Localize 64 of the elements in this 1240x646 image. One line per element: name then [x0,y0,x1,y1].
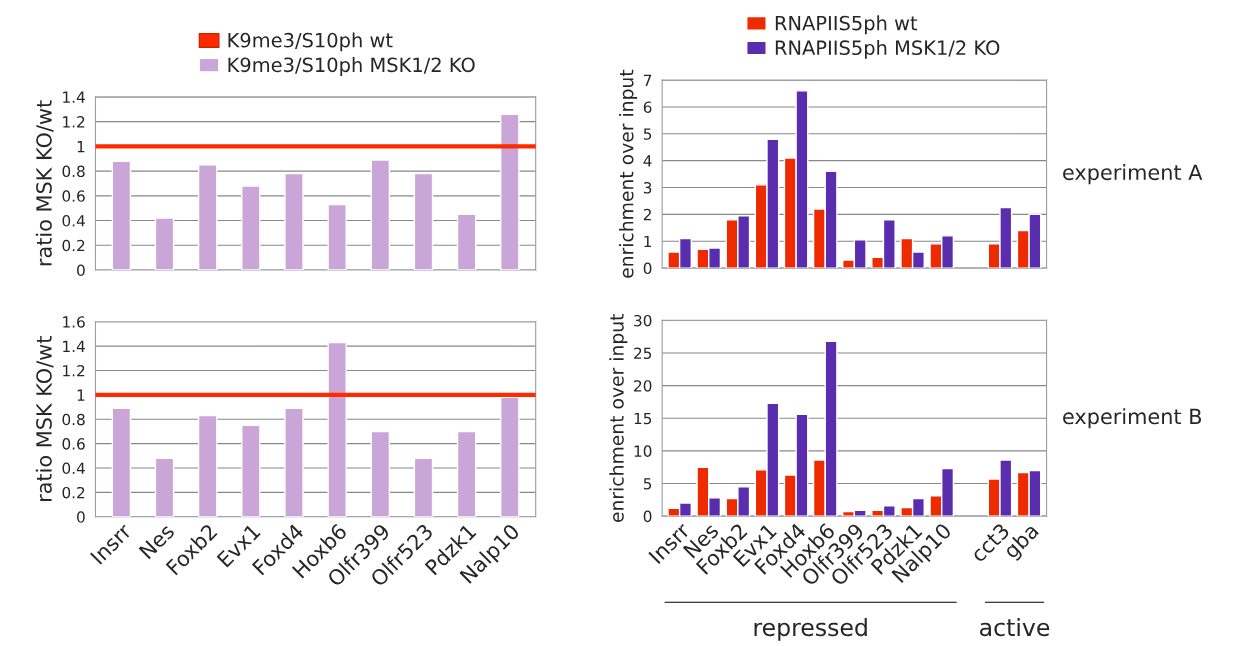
y-tick-label: 15 [634,412,652,425]
bar [500,113,520,271]
y-tick-label: 0.4 [62,215,85,227]
legend-label: RNAPIIS5ph wt [775,15,918,35]
y-axis-title: ratio MSK KO/wt [35,100,54,266]
bar [197,414,218,517]
y-tick-label: 1.4 [63,91,85,103]
y-tick-label: 0.4 [62,462,85,475]
y-tick-label: 0.2 [62,239,85,252]
y-tick-label: 0.6 [62,438,85,450]
bar [370,430,391,517]
y-tick-label: 0.6 [62,190,85,202]
y-tick-label: 6 [643,101,652,113]
y-tick-label: 1 [77,389,85,401]
y-axis-title: enrichment over input [619,69,638,278]
bar [284,407,304,517]
legend-label: RNAPIIS5ph MSK1/2 KO [775,40,1000,59]
y-tick-label: 25 [634,347,652,360]
y-axis-title: enrichment over input [609,313,628,523]
y-tick-label: 3 [643,181,652,194]
bar [327,341,347,517]
bar [327,203,347,271]
y-tick-label: 1.6 [63,316,85,328]
bar [456,430,477,517]
bar [456,213,477,271]
bar [413,457,434,517]
y-tick-label: 5 [643,128,652,140]
y-tick-label: 20 [634,380,652,392]
y-tick-label: 30 [634,314,652,327]
bar [241,185,261,271]
y-tick-label: 1.4 [63,340,85,352]
y-tick-label: 4 [643,155,652,167]
bar [370,159,391,271]
text: experiment A [1063,164,1203,185]
bar [197,164,218,271]
y-tick-label: 0.8 [62,413,85,426]
y-tick-label: 1 [644,235,652,248]
y-tick-label: 0.2 [62,486,85,499]
legend-label: K9me3/S10ph wt [228,32,393,52]
y-tick-label: 1.2 [63,364,85,377]
text: repressed [754,617,867,641]
y-tick-label: 0 [643,510,652,523]
bar [413,172,434,271]
y-tick-label: 7 [643,74,652,86]
y-axis-title: ratio MSK KO/wt [35,336,54,501]
y-tick-label: 0.8 [62,165,85,178]
y-tick-label: 10 [634,445,652,457]
text: active [980,617,1050,637]
text: experiment B [1063,408,1202,429]
bar [284,172,304,271]
y-tick-label: 5 [643,478,652,490]
bar [111,407,132,517]
bar [500,396,520,517]
y-tick-label: 1 [77,141,85,153]
y-tick-label: 0 [77,511,85,523]
y-tick-label: 0 [643,262,652,275]
legend-label: K9me3/S10ph MSK1/2 KO [228,57,475,76]
bar [111,160,132,271]
bar [154,217,175,271]
bar [154,457,175,517]
y-tick-label: 2 [643,208,651,221]
bar [241,424,261,517]
y-tick-label: 0 [77,264,85,277]
y-tick-label: 1.2 [63,116,85,128]
